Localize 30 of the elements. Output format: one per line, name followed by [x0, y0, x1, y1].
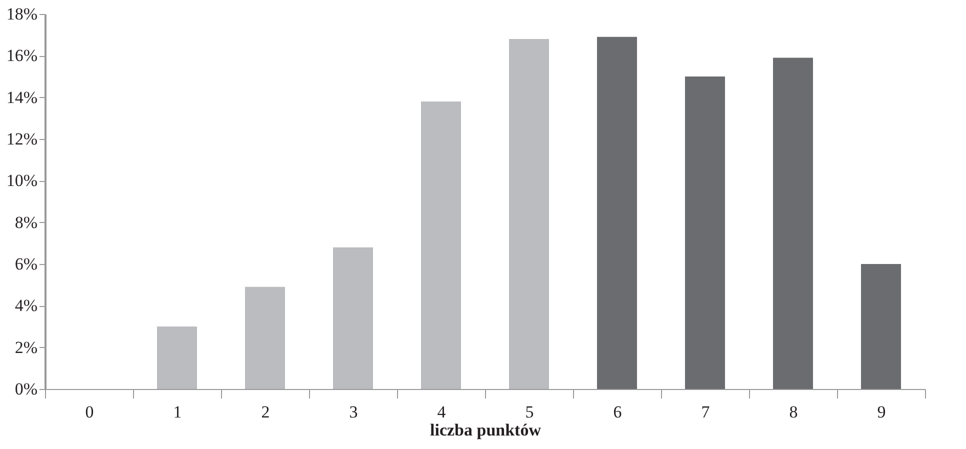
x-tick-label: 1 — [173, 402, 182, 422]
bar — [333, 247, 373, 389]
y-tick-label: 8% — [14, 212, 38, 232]
x-tick-label: 4 — [437, 402, 446, 422]
y-tick-label: 2% — [14, 338, 38, 357]
bar — [597, 36, 637, 389]
x-tick-label: 3 — [349, 402, 358, 422]
bar — [421, 102, 461, 389]
x-tick-label: 0 — [85, 402, 94, 422]
bar — [157, 326, 197, 389]
y-tick-label: 0% — [14, 380, 38, 398]
x-tick-label: 6 — [613, 402, 622, 422]
y-tick-label: 6% — [14, 254, 38, 274]
bar — [509, 39, 549, 389]
bar — [773, 58, 813, 389]
x-tick-label: 2 — [261, 402, 270, 422]
y-tick-label: 10% — [6, 171, 38, 190]
x-tick-label: 5 — [525, 402, 534, 422]
x-tick-label: 9 — [877, 402, 886, 422]
y-tick-label: 14% — [6, 88, 38, 107]
x-tick-label: 8 — [789, 402, 798, 422]
y-tick-label: 4% — [14, 296, 38, 316]
x-axis-title: liczba punktów — [430, 420, 542, 440]
y-tick-label: 18% — [6, 4, 38, 24]
bar — [245, 286, 285, 389]
y-tick-label: 12% — [6, 130, 38, 148]
y-tick-label: 16% — [6, 46, 38, 66]
x-tick-label: 7 — [701, 402, 710, 422]
bar — [861, 264, 901, 389]
bar — [685, 76, 725, 389]
